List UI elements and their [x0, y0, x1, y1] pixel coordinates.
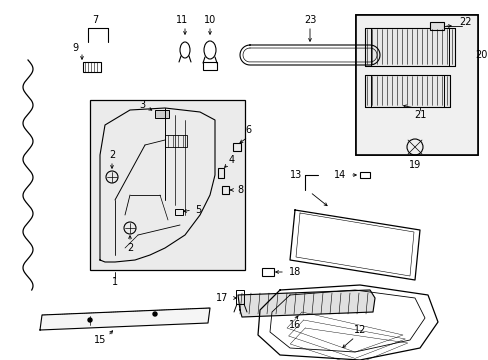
Polygon shape	[238, 290, 374, 317]
Bar	[448, 28, 454, 66]
Text: 17: 17	[215, 293, 228, 303]
Bar	[364, 28, 454, 66]
Text: 20: 20	[474, 50, 486, 60]
Bar	[232, 143, 241, 151]
Text: 21: 21	[413, 110, 426, 120]
Text: 4: 4	[228, 155, 235, 165]
Circle shape	[153, 312, 157, 316]
Bar	[222, 186, 228, 194]
Text: 7: 7	[92, 15, 98, 25]
Bar	[203, 62, 217, 70]
Text: 6: 6	[244, 125, 250, 135]
Text: 1: 1	[112, 277, 118, 287]
Bar	[90, 100, 244, 270]
Text: 2: 2	[126, 243, 133, 253]
Text: 2: 2	[109, 150, 115, 160]
Bar	[90, 100, 244, 270]
Bar	[164, 135, 186, 147]
Bar	[355, 15, 477, 155]
Bar	[83, 62, 101, 72]
Bar	[376, 58, 384, 63]
Text: 19: 19	[408, 160, 420, 170]
Text: 9: 9	[72, 43, 78, 53]
Bar	[443, 75, 449, 107]
Polygon shape	[40, 308, 209, 330]
Text: 12: 12	[353, 325, 366, 335]
Text: 5: 5	[195, 205, 201, 215]
Bar	[429, 22, 443, 30]
Text: 10: 10	[203, 15, 216, 25]
Text: 14: 14	[333, 170, 346, 180]
Bar	[364, 75, 449, 107]
Text: 3: 3	[139, 100, 145, 110]
Circle shape	[88, 318, 92, 322]
Bar	[359, 172, 369, 178]
Bar	[355, 15, 477, 155]
Text: 13: 13	[289, 170, 302, 180]
Text: 11: 11	[176, 15, 188, 25]
Bar	[175, 209, 183, 215]
Bar	[364, 28, 370, 66]
Text: 18: 18	[288, 267, 301, 277]
Text: 16: 16	[288, 320, 301, 330]
Text: 22: 22	[458, 17, 470, 27]
Bar	[262, 268, 273, 276]
Bar	[236, 290, 244, 304]
Text: 8: 8	[237, 185, 243, 195]
Text: 15: 15	[94, 335, 106, 345]
Bar	[218, 168, 224, 178]
Text: 23: 23	[303, 15, 316, 25]
Bar	[364, 75, 370, 107]
Bar	[355, 15, 477, 155]
Bar	[155, 110, 169, 118]
